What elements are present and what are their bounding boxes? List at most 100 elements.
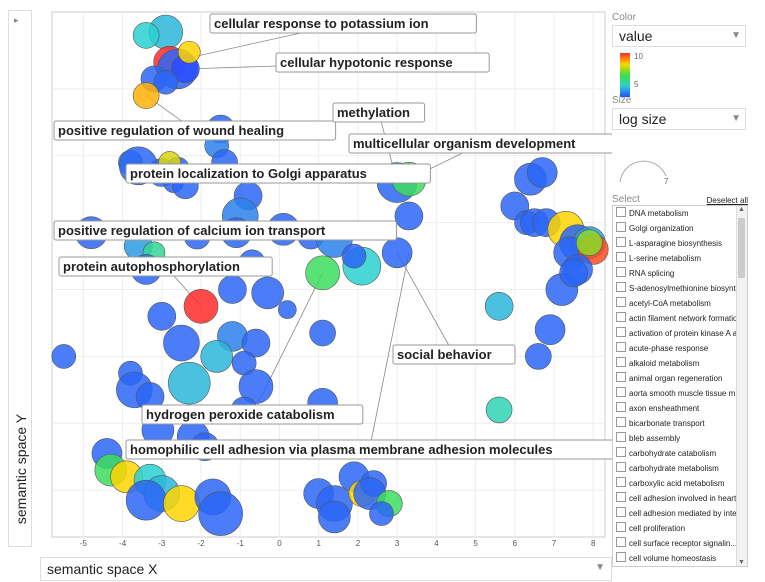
bubble xyxy=(163,324,200,362)
x-tick-label: -1 xyxy=(237,539,245,548)
checkbox[interactable] xyxy=(616,327,626,337)
checkbox[interactable] xyxy=(616,387,626,397)
list-item-label: carbohydrate catabolism xyxy=(629,449,717,458)
collapse-arrow-icon[interactable]: ▸ xyxy=(14,15,19,25)
bubble xyxy=(341,243,367,269)
list-item[interactable]: bleb assembly xyxy=(613,431,747,446)
list-item[interactable]: cell proliferation xyxy=(613,521,747,536)
bubble xyxy=(51,344,77,369)
checkbox[interactable] xyxy=(616,552,626,562)
list-item-label: carboxylic acid metabolism xyxy=(629,479,725,488)
bubble xyxy=(200,340,234,373)
bubble xyxy=(559,258,588,288)
list-item-label: Golgi organization xyxy=(629,224,694,233)
term-label-box xyxy=(348,133,612,154)
color-legend-high: 10 xyxy=(634,52,643,61)
list-item[interactable]: axon ensheathment xyxy=(613,401,747,416)
color-select[interactable]: value ▼ xyxy=(612,25,746,47)
bubble xyxy=(241,328,271,358)
checkbox[interactable] xyxy=(616,282,626,292)
list-item[interactable]: aorta smooth muscle tissue m... xyxy=(613,386,747,401)
term-label: homophilic cell adhesion via plasma memb… xyxy=(130,442,553,457)
list-item[interactable]: L-asparagine biosynthesis xyxy=(613,236,747,251)
list-item[interactable]: bicarbonate transport xyxy=(613,416,747,431)
checkbox[interactable] xyxy=(616,297,626,307)
size-title: Size xyxy=(612,95,632,106)
y-axis-selector-label: semantic space Y xyxy=(13,413,29,525)
term-label-box xyxy=(53,220,397,241)
bubble xyxy=(218,275,247,304)
checkbox[interactable] xyxy=(616,462,626,472)
checkbox[interactable] xyxy=(616,492,626,502)
bubble xyxy=(177,40,201,64)
list-item[interactable]: animal organ regeneration xyxy=(613,371,747,386)
checkbox[interactable] xyxy=(616,222,626,232)
checkbox[interactable] xyxy=(616,372,626,382)
bubble xyxy=(381,237,413,269)
checkbox[interactable] xyxy=(616,522,626,532)
size-legend-value: 7 xyxy=(664,177,669,186)
list-item[interactable]: acute-phase response xyxy=(613,341,747,356)
scroll-thumb[interactable] xyxy=(738,218,745,278)
list-item[interactable]: RNA splicing xyxy=(613,266,747,281)
color-select-value: value xyxy=(619,28,653,44)
checkbox[interactable] xyxy=(616,507,626,517)
term-label: cellular hypotonic response xyxy=(280,55,453,70)
term-list: ▲ ▼ DNA metabolism Golgi organization L-as… xyxy=(612,205,748,567)
color-legend-low: 5 xyxy=(634,80,639,89)
checkbox[interactable] xyxy=(616,537,626,547)
checkbox[interactable] xyxy=(616,357,626,367)
list-item-label: cell adhesion involved in heart... xyxy=(629,494,743,503)
y-axis-selector[interactable]: ▸ semantic space Y xyxy=(8,10,32,547)
bubble xyxy=(309,319,336,347)
bubble xyxy=(153,69,179,95)
list-item[interactable]: S-adenosylmethionine biosynt... xyxy=(613,281,747,296)
list-item[interactable]: acetyl-CoA metabolism xyxy=(613,296,747,311)
list-scrollbar[interactable]: ▲ ▼ xyxy=(736,206,747,566)
list-item[interactable]: DNA metabolism xyxy=(613,206,747,221)
list-item[interactable]: cell surface receptor signalin... xyxy=(613,536,747,551)
term-label-box xyxy=(392,344,516,365)
x-axis-selector-label: semantic space X xyxy=(47,561,158,577)
checkbox[interactable] xyxy=(616,402,626,412)
list-item[interactable]: carbohydrate catabolism xyxy=(613,446,747,461)
list-item-label: activation of protein kinase A a... xyxy=(629,329,744,338)
term-label-box xyxy=(125,163,431,184)
size-select[interactable]: log size ▼ xyxy=(612,108,746,130)
chevron-down-icon: ▼ xyxy=(595,562,605,573)
deselect-all-link[interactable]: Deselect all xyxy=(706,196,748,205)
list-item[interactable]: L-serine metabolism xyxy=(613,251,747,266)
x-axis-selector[interactable]: semantic space X ▼ xyxy=(40,557,612,581)
bubble xyxy=(484,291,514,321)
checkbox[interactable] xyxy=(616,252,626,262)
list-item[interactable]: actin filament network formatio xyxy=(613,311,747,326)
bubble xyxy=(163,485,200,522)
list-item[interactable]: Golgi organization xyxy=(613,221,747,236)
color-title: Color xyxy=(612,12,636,23)
bubble xyxy=(369,501,394,526)
checkbox[interactable] xyxy=(616,237,626,247)
checkbox[interactable] xyxy=(616,207,626,217)
scroll-up-icon[interactable]: ▲ xyxy=(738,206,745,213)
list-item[interactable]: cell volume homeostasis xyxy=(613,551,747,566)
x-tick-label: 8 xyxy=(591,539,596,548)
color-legend-gradient xyxy=(620,53,630,97)
list-item-label: bicarbonate transport xyxy=(629,419,705,428)
checkbox[interactable] xyxy=(616,312,626,322)
checkbox[interactable] xyxy=(616,342,626,352)
scroll-down-icon[interactable]: ▼ xyxy=(738,559,745,566)
bubble xyxy=(125,479,167,521)
checkbox[interactable] xyxy=(616,417,626,427)
x-tick-label: 0 xyxy=(277,539,282,548)
checkbox[interactable] xyxy=(616,267,626,277)
term-label-box xyxy=(141,404,364,425)
checkbox[interactable] xyxy=(616,432,626,442)
list-item[interactable]: cell adhesion mediated by inte... xyxy=(613,506,747,521)
list-item[interactable]: cell adhesion involved in heart... xyxy=(613,491,747,506)
checkbox[interactable] xyxy=(616,447,626,457)
list-item[interactable]: carbohydrate metabolism xyxy=(613,461,747,476)
list-item[interactable]: alkaloid metabolism xyxy=(613,356,747,371)
checkbox[interactable] xyxy=(616,477,626,487)
list-item[interactable]: carboxylic acid metabolism xyxy=(613,476,747,491)
list-item[interactable]: activation of protein kinase A a... xyxy=(613,326,747,341)
